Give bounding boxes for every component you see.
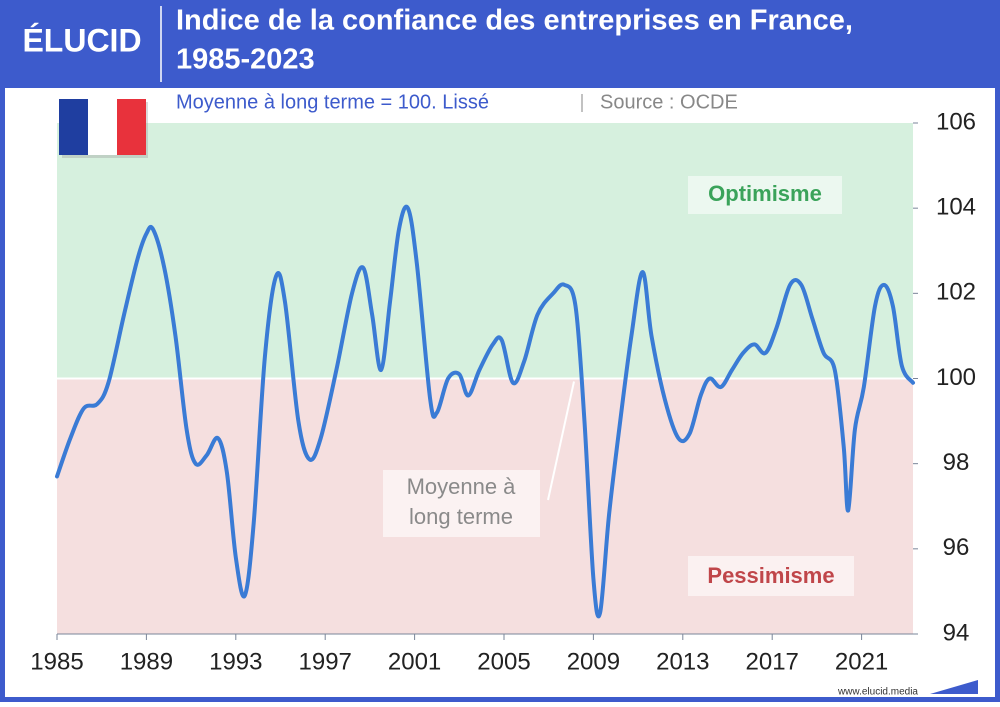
y-tick-label: 98 bbox=[943, 449, 970, 476]
x-tick-label: 2017 bbox=[746, 648, 799, 675]
x-tick-label: 2021 bbox=[835, 648, 888, 675]
flag bbox=[59, 99, 148, 158]
y-tick-label: 104 bbox=[936, 194, 976, 221]
y-tick-label: 100 bbox=[936, 364, 976, 391]
y-tick-label: 94 bbox=[943, 619, 970, 646]
x-tick-label: 2001 bbox=[388, 648, 441, 675]
annotation-box bbox=[383, 470, 540, 537]
x-tick-label: 1997 bbox=[299, 648, 352, 675]
subtitle: Moyenne à long terme = 100. Lissé bbox=[176, 91, 489, 113]
source: Source : OCDE bbox=[600, 91, 738, 113]
annotation: Moyenne à bbox=[407, 474, 517, 499]
annotation-box bbox=[688, 556, 854, 596]
x-tick-label: 2005 bbox=[477, 648, 530, 675]
brand: ÉLUCID bbox=[22, 22, 141, 58]
chart-title: Indice de la confiance des entreprises e… bbox=[176, 5, 853, 37]
y-tick-label: 106 bbox=[936, 108, 976, 135]
annotation-pointer bbox=[547, 381, 575, 501]
annotation-box bbox=[688, 176, 842, 214]
footer: www.elucid.media bbox=[837, 687, 918, 698]
line-series bbox=[55, 204, 915, 619]
x-tick-label: 1985 bbox=[30, 648, 83, 675]
y-tick-label: 96 bbox=[943, 534, 970, 561]
zone-above bbox=[57, 123, 913, 379]
chart-title: 1985-2023 bbox=[176, 44, 315, 76]
y-tick-label: 102 bbox=[936, 279, 976, 306]
x-tick-label: 1993 bbox=[209, 648, 262, 675]
x-tick-label: 2013 bbox=[656, 648, 709, 675]
annotation: long terme bbox=[409, 504, 513, 529]
annotation: Pessimisme bbox=[707, 563, 834, 588]
x-tick-label: 1989 bbox=[120, 648, 173, 675]
x-tick-label: 2009 bbox=[567, 648, 620, 675]
annotation: Optimisme bbox=[708, 181, 822, 206]
footer-logo bbox=[930, 680, 978, 694]
